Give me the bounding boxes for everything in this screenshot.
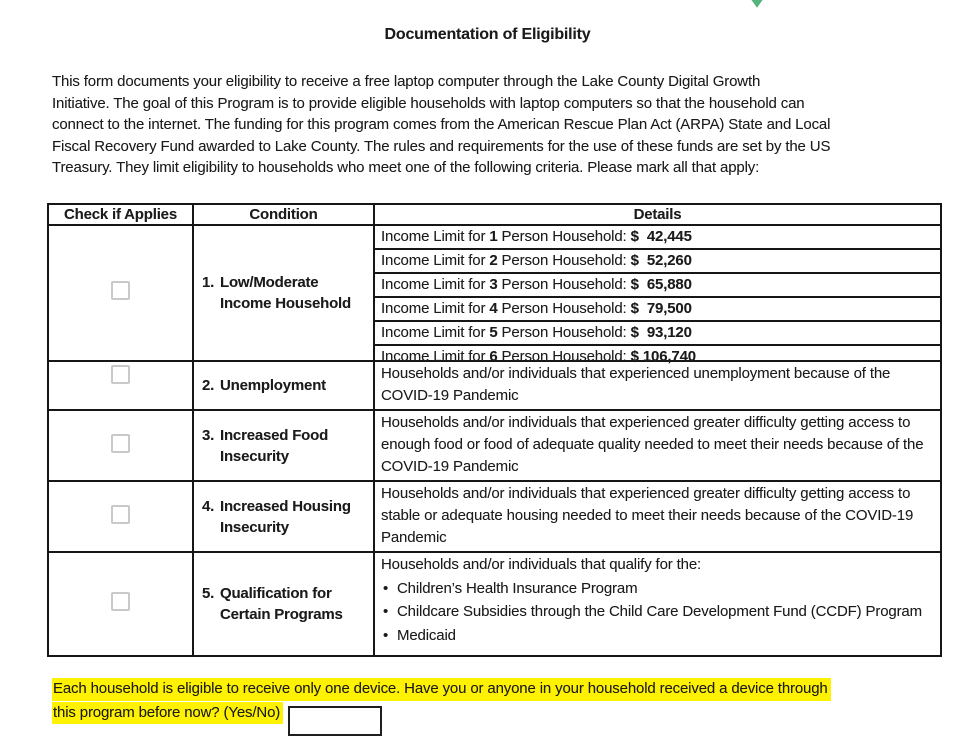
green-checkmark-fragment-icon (751, 0, 763, 8)
condition-cell-5: 5. Qualification for Certain Programs (192, 551, 375, 657)
header-condition: Condition (192, 203, 375, 226)
bullet-item: Medicaid (381, 625, 934, 647)
table-row-food-insecurity: 3. Increased Food Insecurity Households … (47, 409, 942, 482)
note-line-2: this program before now? (Yes/No) (52, 701, 284, 724)
intro-line: Fiscal Recovery Fund awarded to Lake Cou… (52, 137, 831, 155)
program-bullet-list: Children’s Health Insurance Program Chil… (381, 578, 934, 647)
eligibility-table: Check if Applies Condition Details 1. Lo… (47, 203, 942, 657)
one-device-note: Each household is eligible to receive on… (52, 678, 831, 736)
intro-paragraph: This form documents your eligibility to … (52, 71, 830, 179)
header-check-if-applies: Check if Applies (47, 203, 194, 226)
income-amount: $ 79,500 (630, 300, 692, 317)
details-intro: Households and/or individuals that quali… (381, 556, 702, 573)
check-cell-1 (47, 224, 194, 362)
table-header-row: Check if Applies Condition Details (47, 203, 942, 226)
checkbox-condition-1[interactable] (111, 281, 130, 300)
intro-line: This form documents your eligibility to … (52, 73, 761, 90)
condition-number: 1. (202, 274, 215, 291)
details-cell-2: Households and/or individuals that exper… (373, 360, 942, 411)
table-row-housing-insecurity: 4. Increased Housing Insecurity Househol… (47, 480, 942, 553)
check-cell-3 (47, 409, 194, 482)
yes-no-answer-input[interactable] (288, 705, 383, 736)
checkbox-condition-3[interactable] (111, 433, 130, 453)
header-details: Details (373, 203, 942, 226)
income-amount: $ 52,260 (630, 252, 692, 269)
note-line-1: Each household is eligible to receive on… (52, 678, 831, 701)
income-amount: $ 93,120 (630, 324, 692, 341)
income-limit-row: Income Limit for 5 Person Household: $ 9… (375, 322, 940, 346)
page-title: Documentation of Eligibility (384, 26, 591, 43)
income-limit-list: Income Limit for 1 Person Household: $ 4… (375, 226, 940, 365)
income-limit-row: Income Limit for 6 Person Household: $ 1… (375, 346, 940, 368)
condition-number: 2. (202, 377, 215, 394)
details-cell-1: Income Limit for 1 Person Household: $ 4… (373, 224, 942, 365)
table-row-income: 1. Low/Moderate Income Household Income … (47, 224, 942, 365)
condition-number: 5. (202, 585, 215, 602)
income-limit-row: Income Limit for 3 Person Household: $ 6… (375, 274, 940, 298)
condition-label: Low/Moderate Income Household (220, 274, 351, 312)
condition-cell-4: 4. Increased Housing Insecurity (192, 480, 375, 553)
checkbox-condition-2[interactable] (111, 365, 130, 384)
condition-number: 4. (202, 497, 215, 515)
income-amount: $ 42,445 (630, 228, 692, 245)
intro-line: connect to the internet. The funding for… (52, 116, 831, 134)
table-row-unemployment: 2. Unemployment Households and/or indivi… (47, 360, 942, 411)
checkbox-condition-5[interactable] (111, 592, 130, 611)
details-cell-3: Households and/or individuals that exper… (373, 409, 942, 482)
condition-label: Unemployment (220, 377, 326, 394)
condition-cell-1: 1. Low/Moderate Income Household (192, 224, 375, 362)
bullet-item: Childcare Subsidies through the Child Ca… (381, 601, 934, 623)
bullet-item: Children’s Health Insurance Program (381, 578, 934, 600)
condition-cell-3: 3. Increased Food Insecurity (192, 409, 375, 482)
income-limit-row: Income Limit for 1 Person Household: $ 4… (375, 226, 940, 250)
details-cell-4: Households and/or individuals that exper… (373, 480, 942, 553)
condition-label: Increased Food Insecurity (220, 426, 329, 465)
checkbox-condition-4[interactable] (111, 504, 130, 524)
income-amount: $ 106,740 (630, 348, 697, 365)
intro-line: Initiative. The goal of this Program is … (52, 94, 805, 112)
check-cell-5 (47, 551, 194, 657)
condition-number: 3. (202, 426, 215, 444)
intro-line: Treasury. They limit eligibility to hous… (52, 159, 760, 177)
condition-label: Increased Housing Insecurity (220, 497, 351, 536)
table-row-program-qualification: 5. Qualification for Certain Programs Ho… (47, 551, 942, 657)
check-cell-2 (47, 360, 194, 411)
check-cell-4 (47, 480, 194, 553)
details-cell-5: Households and/or individuals that quali… (373, 551, 942, 657)
condition-label: Qualification for Certain Programs (220, 585, 343, 623)
income-amount: $ 65,880 (630, 276, 692, 293)
income-limit-row: Income Limit for 4 Person Household: $ 7… (375, 298, 940, 322)
condition-cell-2: 2. Unemployment (192, 360, 375, 411)
income-limit-row: Income Limit for 2 Person Household: $ 5… (375, 250, 940, 274)
